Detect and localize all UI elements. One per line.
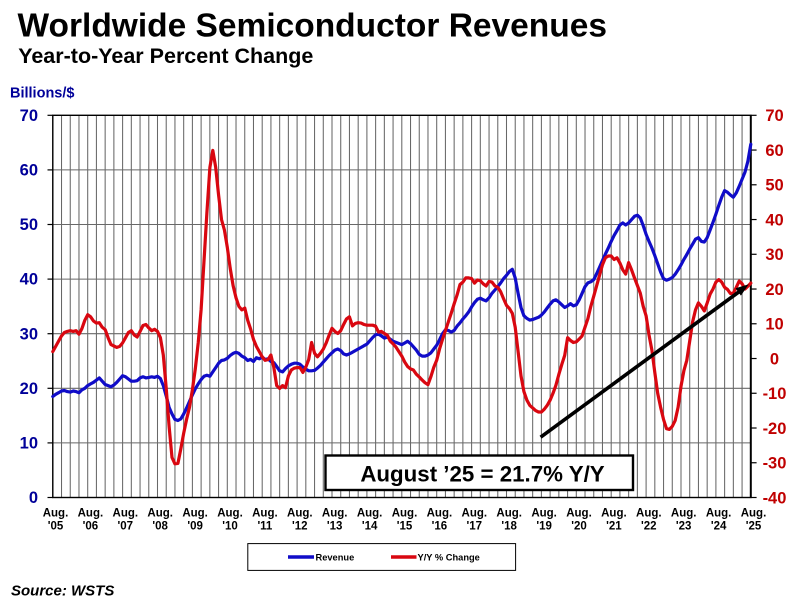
svg-text:30: 30 [765, 246, 783, 264]
svg-text:40: 40 [20, 271, 38, 289]
svg-text:10: 10 [765, 316, 783, 334]
svg-text:70: 70 [765, 107, 783, 125]
svg-text:Worldwide Semiconductor Revenu: Worldwide Semiconductor Revenues [18, 7, 607, 44]
svg-text:Source: WSTS: Source: WSTS [11, 583, 114, 600]
svg-text:Year-to-Year Percent Change: Year-to-Year Percent Change [18, 44, 313, 68]
svg-text:August ’25 = 21.7% Y/Y: August ’25 = 21.7% Y/Y [360, 461, 604, 486]
svg-text:0: 0 [770, 350, 779, 368]
svg-text:-30: -30 [763, 455, 787, 473]
svg-text:0: 0 [29, 489, 38, 507]
svg-text:50: 50 [20, 216, 38, 234]
svg-text:Aug.'20: Aug. '20 [566, 507, 592, 532]
svg-text:Revenue: Revenue [316, 553, 355, 563]
svg-text:-10: -10 [763, 385, 787, 403]
svg-text:50: 50 [765, 177, 783, 195]
svg-text:-20: -20 [763, 420, 787, 438]
svg-text:60: 60 [20, 162, 38, 180]
svg-text:40: 40 [765, 211, 783, 229]
svg-text:70: 70 [20, 107, 38, 125]
svg-text:20: 20 [765, 281, 783, 299]
svg-text:20: 20 [20, 380, 38, 398]
svg-text:Billions/$: Billions/$ [10, 86, 74, 102]
svg-text:60: 60 [765, 142, 783, 160]
svg-text:-40: -40 [763, 489, 787, 507]
svg-text:30: 30 [20, 325, 38, 343]
svg-text:Y/Y % Change: Y/Y % Change [418, 553, 480, 563]
svg-text:10: 10 [20, 435, 38, 453]
